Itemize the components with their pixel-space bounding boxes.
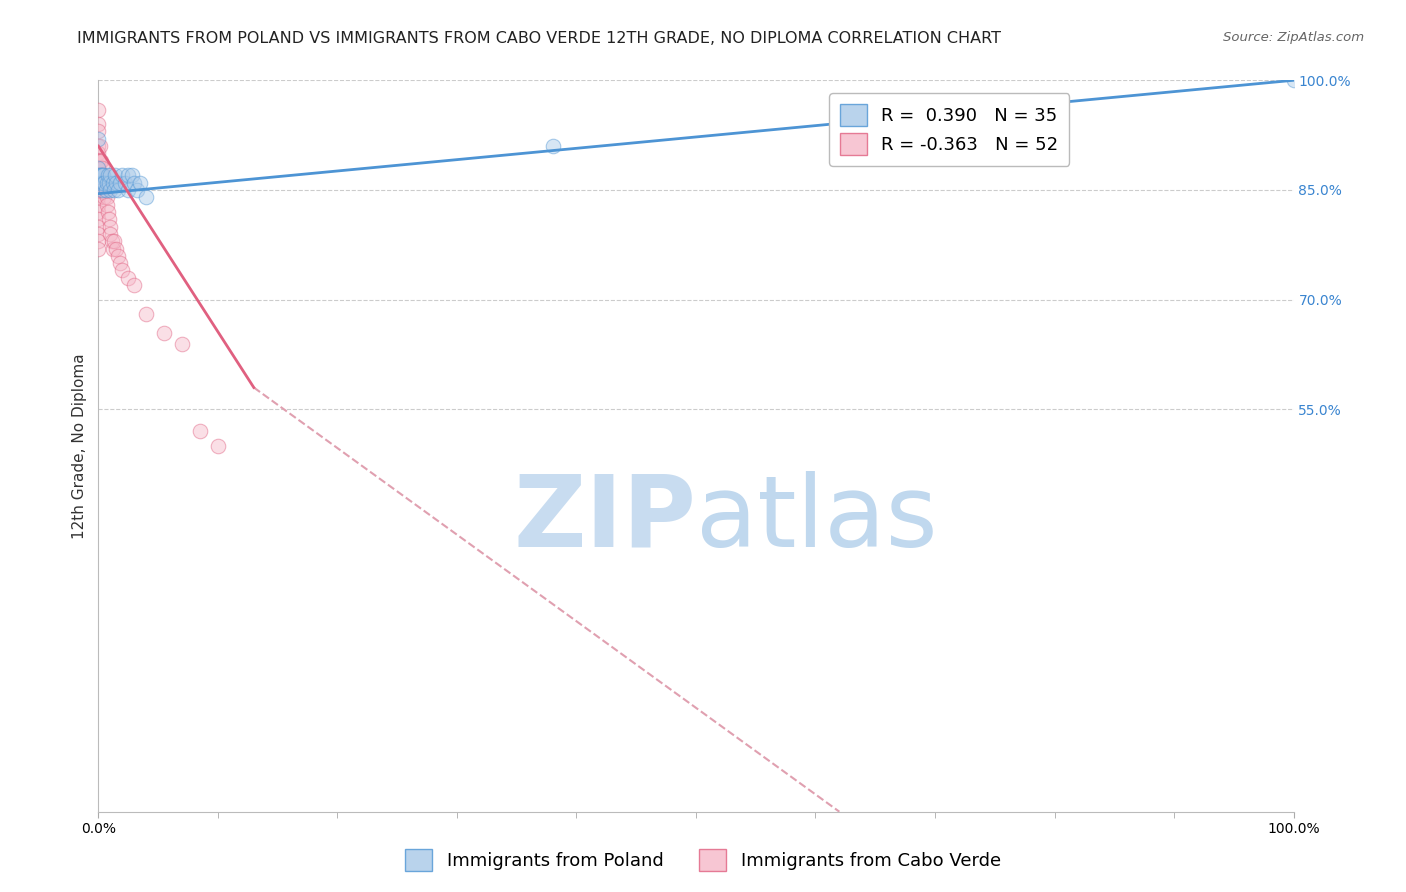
Point <box>87 219 110 234</box>
Point <box>91 169 114 183</box>
Y-axis label: 12th Grade, No Diploma: 12th Grade, No Diploma <box>72 353 87 539</box>
Point <box>90 169 112 183</box>
Point <box>129 176 152 190</box>
Point <box>103 183 125 197</box>
Point <box>93 176 115 190</box>
Point <box>94 183 117 197</box>
Point <box>98 227 122 241</box>
Point <box>96 176 118 190</box>
Point <box>101 242 124 256</box>
Point <box>98 176 121 190</box>
Point <box>91 176 114 190</box>
Point <box>98 219 122 234</box>
Point <box>107 249 129 263</box>
Point <box>87 124 110 138</box>
Point <box>105 176 128 190</box>
Point <box>87 117 110 131</box>
Point <box>105 242 128 256</box>
Point <box>89 169 111 183</box>
Point <box>108 176 131 190</box>
Point <box>87 146 110 161</box>
Text: IMMIGRANTS FROM POLAND VS IMMIGRANTS FROM CABO VERDE 12TH GRADE, NO DIPLOMA CORR: IMMIGRANTS FROM POLAND VS IMMIGRANTS FRO… <box>77 31 1001 46</box>
Point <box>89 153 111 168</box>
Point <box>124 278 146 293</box>
Point <box>103 234 125 248</box>
Legend: Immigrants from Poland, Immigrants from Cabo Verde: Immigrants from Poland, Immigrants from … <box>398 842 1008 879</box>
Point <box>91 183 114 197</box>
Point <box>91 176 114 190</box>
Point <box>87 132 110 146</box>
Text: ZIP: ZIP <box>513 471 696 567</box>
Point <box>87 212 110 227</box>
Point <box>117 169 139 183</box>
Point <box>96 190 118 204</box>
Point <box>89 183 111 197</box>
Point <box>100 234 122 248</box>
Point <box>98 183 122 197</box>
Text: atlas: atlas <box>696 471 938 567</box>
Point <box>1282 73 1305 87</box>
Point <box>90 153 112 168</box>
Point <box>87 227 110 241</box>
Point <box>125 183 148 197</box>
Point <box>98 212 121 227</box>
Point <box>90 169 112 183</box>
Point <box>541 139 564 153</box>
Point <box>87 139 110 153</box>
Point <box>87 190 110 204</box>
Point <box>87 161 110 175</box>
Point <box>153 326 176 340</box>
Point <box>172 336 194 351</box>
Point <box>90 183 112 197</box>
Point <box>89 139 111 153</box>
Point <box>117 270 139 285</box>
Point <box>91 169 114 183</box>
Point <box>89 176 111 190</box>
Point <box>111 263 134 277</box>
Text: Source: ZipAtlas.com: Source: ZipAtlas.com <box>1223 31 1364 45</box>
Point <box>97 205 120 219</box>
Point <box>97 169 120 183</box>
Point <box>87 103 110 117</box>
Point <box>87 153 110 168</box>
Point <box>89 169 111 183</box>
Point <box>91 169 114 183</box>
Point <box>87 197 110 211</box>
Point <box>87 234 110 248</box>
Point <box>87 205 110 219</box>
Point <box>188 425 211 439</box>
Point <box>114 176 136 190</box>
Point <box>90 176 112 190</box>
Point <box>91 183 114 197</box>
Point <box>87 169 110 183</box>
Point <box>107 183 129 197</box>
Legend: R =  0.390   N = 35, R = -0.363   N = 52: R = 0.390 N = 35, R = -0.363 N = 52 <box>830 93 1070 166</box>
Point <box>111 169 134 183</box>
Point <box>117 183 139 197</box>
Point <box>87 183 110 197</box>
Point <box>104 169 127 183</box>
Point <box>87 176 110 190</box>
Point <box>96 197 118 211</box>
Point <box>101 176 124 190</box>
Point <box>98 169 122 183</box>
Point <box>135 190 157 204</box>
Point <box>91 161 114 175</box>
Point <box>124 176 146 190</box>
Point <box>135 307 157 321</box>
Point <box>93 176 115 190</box>
Point <box>121 169 143 183</box>
Point <box>94 183 117 197</box>
Point <box>87 161 110 175</box>
Point <box>87 169 110 183</box>
Point <box>87 242 110 256</box>
Point <box>207 439 229 453</box>
Point <box>108 256 131 270</box>
Point <box>93 190 115 204</box>
